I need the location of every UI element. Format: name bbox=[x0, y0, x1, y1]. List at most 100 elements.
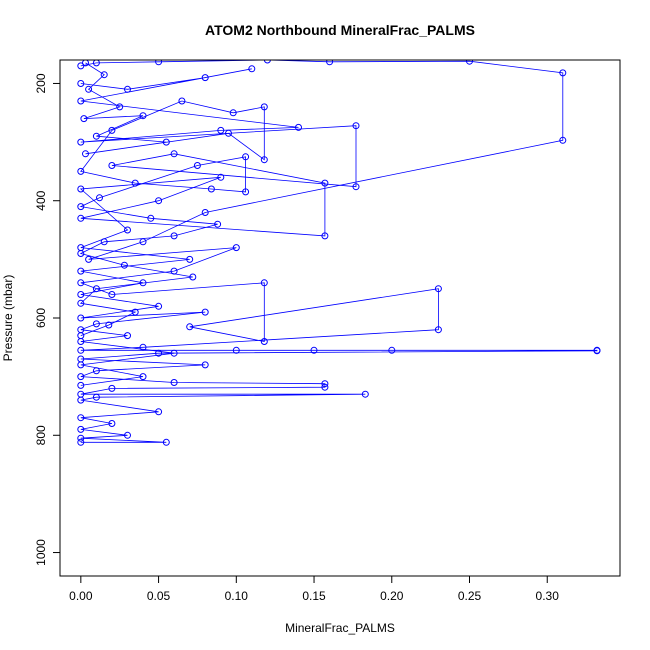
data-point bbox=[201, 361, 209, 369]
data-point bbox=[201, 209, 209, 216]
data-point bbox=[92, 132, 100, 140]
data-point bbox=[229, 109, 237, 117]
data-point bbox=[232, 244, 240, 252]
data-point bbox=[96, 194, 103, 202]
x-tick-label: 0.00 bbox=[69, 589, 93, 603]
data-point bbox=[147, 214, 155, 222]
data-point bbox=[189, 273, 197, 281]
data-point bbox=[559, 136, 567, 144]
data-point bbox=[361, 390, 369, 398]
data-point bbox=[248, 65, 256, 73]
data-point bbox=[77, 80, 85, 87]
data-point bbox=[352, 122, 360, 130]
data-point bbox=[242, 188, 250, 196]
data-layer bbox=[77, 60, 601, 446]
data-point bbox=[77, 167, 85, 175]
data-point bbox=[260, 338, 268, 345]
data-point bbox=[77, 97, 85, 105]
data-point bbox=[201, 74, 209, 82]
y-tick-label: 800 bbox=[34, 425, 48, 445]
data-point bbox=[260, 103, 268, 111]
data-point bbox=[155, 302, 163, 310]
data-point bbox=[593, 347, 601, 355]
y-tick-label: 600 bbox=[34, 308, 48, 328]
data-point bbox=[77, 203, 85, 211]
series-0 bbox=[77, 60, 601, 446]
data-point bbox=[321, 380, 329, 388]
data-point bbox=[77, 332, 85, 340]
x-tick-label: 0.15 bbox=[302, 589, 326, 603]
data-point bbox=[321, 179, 329, 187]
data-point bbox=[434, 285, 442, 293]
data-point bbox=[193, 162, 201, 169]
data-point bbox=[155, 60, 163, 66]
data-point bbox=[77, 414, 85, 422]
data-point bbox=[186, 323, 194, 331]
data-point bbox=[92, 320, 100, 328]
data-point bbox=[124, 226, 131, 234]
data-point bbox=[77, 438, 85, 446]
data-point bbox=[178, 97, 186, 105]
data-point bbox=[131, 179, 139, 187]
data-point bbox=[82, 60, 89, 67]
data-point bbox=[186, 255, 194, 263]
data-point bbox=[207, 185, 215, 193]
data-point bbox=[77, 381, 85, 389]
data-point bbox=[77, 279, 85, 287]
x-tick-label: 0.20 bbox=[380, 589, 404, 603]
chart-title: ATOM2 Northbound MineralFrac_PALMS bbox=[205, 22, 475, 38]
data-point bbox=[77, 373, 85, 381]
data-point bbox=[225, 129, 232, 137]
data-point bbox=[108, 384, 116, 392]
series-line bbox=[79, 62, 265, 336]
data-point bbox=[105, 321, 113, 329]
data-point bbox=[559, 69, 567, 77]
x-tick-label: 0.05 bbox=[147, 589, 171, 603]
data-point bbox=[77, 138, 85, 146]
data-point bbox=[77, 434, 85, 442]
data-point bbox=[116, 103, 124, 111]
x-tick-label: 0.25 bbox=[458, 589, 482, 603]
data-point bbox=[120, 261, 128, 269]
data-point bbox=[124, 85, 131, 93]
data-point bbox=[139, 112, 147, 120]
data-point bbox=[242, 153, 250, 161]
data-point bbox=[108, 162, 116, 169]
x-tick-label: 0.10 bbox=[225, 589, 249, 603]
data-point bbox=[77, 299, 85, 307]
data-point bbox=[214, 220, 222, 228]
data-point bbox=[124, 332, 131, 340]
data-point bbox=[82, 150, 89, 158]
data-point bbox=[77, 314, 85, 322]
data-point bbox=[310, 346, 318, 354]
data-point bbox=[170, 150, 178, 158]
y-axis-label: Pressure (mbar) bbox=[1, 275, 15, 362]
data-point bbox=[77, 361, 85, 369]
data-point bbox=[108, 420, 116, 427]
data-point bbox=[170, 349, 178, 357]
data-point bbox=[77, 396, 85, 404]
data-point bbox=[217, 173, 225, 181]
data-point bbox=[108, 291, 116, 298]
data-point bbox=[77, 214, 85, 222]
series-1 bbox=[77, 65, 360, 389]
data-point bbox=[201, 308, 209, 316]
data-point bbox=[108, 126, 116, 134]
data-point bbox=[139, 343, 147, 351]
data-point bbox=[434, 326, 442, 334]
series-2 bbox=[77, 60, 268, 340]
data-point bbox=[100, 238, 108, 246]
data-point bbox=[77, 425, 85, 433]
data-point bbox=[170, 232, 178, 240]
data-point bbox=[321, 383, 329, 391]
data-point bbox=[388, 346, 396, 354]
data-point bbox=[263, 60, 271, 64]
data-point bbox=[77, 346, 85, 354]
data-point bbox=[155, 197, 163, 205]
data-point bbox=[92, 285, 100, 293]
data-point bbox=[77, 250, 85, 257]
data-point bbox=[155, 408, 163, 416]
data-point bbox=[295, 123, 302, 131]
data-point bbox=[100, 71, 108, 79]
data-point bbox=[77, 185, 85, 193]
